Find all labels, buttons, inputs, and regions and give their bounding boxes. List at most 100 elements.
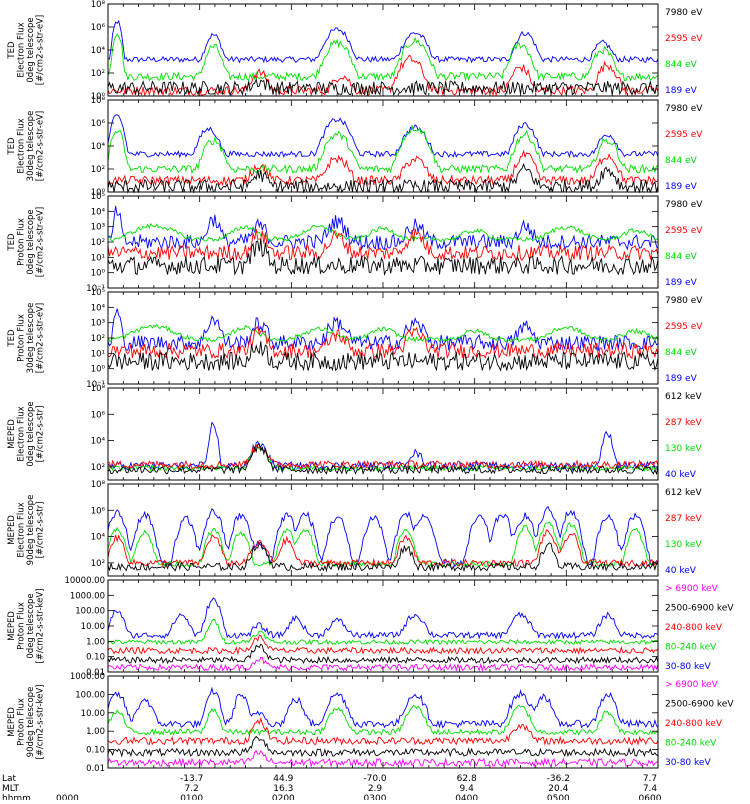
mlt-value: 20.4 xyxy=(548,784,568,794)
lat-value: 44.9 xyxy=(273,774,293,784)
y-tick-label: 10⁻¹ xyxy=(86,380,105,390)
legend-entry: 2500-6900 keV xyxy=(665,700,734,710)
legend-entry: 30-80 keV xyxy=(665,758,711,768)
y-tick-label: 10000.00 xyxy=(64,576,105,586)
legend-entry: 2500-6900 keV xyxy=(665,604,734,614)
legend-entry: 80-240 keV xyxy=(665,643,717,653)
panel-2-frame xyxy=(107,99,659,193)
panel-1-series-1 xyxy=(107,19,659,64)
legend-entry: 7980 eV xyxy=(665,104,703,114)
panel-4-ylabel-line-3: 30deg telescope xyxy=(26,303,36,374)
y-tick-label: 100.00 xyxy=(75,607,105,617)
lat-row-label: Lat xyxy=(2,774,17,784)
panel-6-ylabel-line-4: [#/cm2-s-str] xyxy=(36,502,46,559)
y-tick-label: 10⁶ xyxy=(91,506,106,516)
panel-7-series-3 xyxy=(107,634,659,656)
y-tick-label: 1.00 xyxy=(86,637,105,647)
panel-1-ylabel-line-4: [#/cm2-s-str-eV] xyxy=(36,15,46,85)
panel-4-ylabel-line-4: [#/cm2-s-str-eV] xyxy=(36,303,46,373)
y-tick-label: 0.01 xyxy=(86,764,105,774)
panel-3-series-2 xyxy=(107,222,659,243)
panel-4-series-2 xyxy=(107,323,659,343)
y-tick-label: 10² xyxy=(91,69,105,79)
hhmm-row-label: hhmm xyxy=(2,794,31,800)
time-tick-label: 0500 xyxy=(547,794,570,800)
panel-6-series-4 xyxy=(107,541,659,573)
panel-6-ylabel-line-3: 90deg telescope xyxy=(26,495,36,566)
panel-8-ylabel-line-1: MEPED xyxy=(7,707,17,737)
panel-3-ylabel-line-4: [#/cm2-s-str-eV] xyxy=(36,207,46,277)
legend-entry: 40 keV xyxy=(665,470,697,480)
panel-5-ylabel-line-2: Electron Flux xyxy=(17,406,27,461)
mlt-value: 9.4 xyxy=(460,784,475,794)
panel-3: 10⁻¹ 10⁰ 10¹ 10² 10³ 10⁴ 10⁵ TED Proton Flux 0deg… xyxy=(7,192,703,294)
panel-7-ylabel-line-2: Proton Flux xyxy=(17,602,27,650)
panel-7-series-1 xyxy=(107,597,659,640)
legend-entry: 612 keV xyxy=(665,392,702,402)
panel-1-ylabel-line-2: Electron Flux xyxy=(17,22,27,77)
y-tick-label: 10² xyxy=(91,165,105,175)
y-tick-label: 10⁰ xyxy=(91,269,106,279)
panel-3-series-3 xyxy=(107,228,659,262)
panel-3-ylabel-line-2: Proton Flux xyxy=(17,218,27,266)
panel-7-ylabel-line-4: [#/cm2-s-str-keV] xyxy=(36,589,46,664)
panel-5-ylabel-line-4: [#/cm2-s-str] xyxy=(36,406,46,463)
legend-entry: 189 eV xyxy=(665,182,698,192)
panel-5: 10² 10⁴ 10⁶ 10⁸ MEPED Electron Flux 0deg teles… xyxy=(7,384,702,481)
legend-entry: 844 eV xyxy=(665,60,698,70)
legend-entry: 287 keV xyxy=(665,514,702,524)
time-tick-label: 0200 xyxy=(272,794,295,800)
panel-7-ylabel-line-1: MEPED xyxy=(7,611,17,641)
time-tick-label: 0000 xyxy=(56,794,79,800)
legend-entry: 240-800 keV xyxy=(665,719,723,729)
legend-entry: 2595 eV xyxy=(665,226,703,236)
legend-entry: > 6900 keV xyxy=(665,584,719,594)
panel-6-ylabel-line-1: MEPED xyxy=(7,515,17,545)
panel-2-ylabel-line-2: Electron Flux xyxy=(17,118,27,173)
y-tick-label: 10⁸ xyxy=(91,0,106,10)
panel-6: 10² 10⁴ 10⁶ 10⁸ MEPED Electron Flux 90deg tele… xyxy=(7,480,702,577)
panel-8-ylabel-line-3: 90deg telescope xyxy=(26,687,36,758)
panel-1-ylabel-line-3: 0deg telescope xyxy=(26,17,36,82)
legend-entry: 130 keV xyxy=(665,540,702,550)
legend-entry: 30-80 keV xyxy=(665,662,711,672)
mlt-value: 2.9 xyxy=(368,784,383,794)
panel-1-series-2 xyxy=(107,33,659,82)
panel-3-series-1 xyxy=(107,205,659,252)
y-tick-label: 100.00 xyxy=(75,690,105,700)
y-tick-label: 10⁶ xyxy=(91,410,106,420)
panel-4-ylabel-line-2: Proton Flux xyxy=(17,314,27,362)
panel-8-series-1 xyxy=(107,686,659,729)
y-tick-label: 10.00 xyxy=(81,709,105,719)
y-tick-label: 10⁶ xyxy=(91,119,106,129)
panel-5-ylabel-line-1: MEPED xyxy=(7,419,17,449)
time-tick-label: 0300 xyxy=(364,794,387,800)
y-tick-label: 10² xyxy=(91,559,105,569)
legend-entry: 240-800 keV xyxy=(665,623,723,633)
legend-entry: 2595 eV xyxy=(665,34,703,44)
lat-value: 62.8 xyxy=(457,774,477,784)
y-tick-label: 1000.00 xyxy=(70,591,105,601)
legend-entry: 130 keV xyxy=(665,444,702,454)
panel-7-series-2 xyxy=(107,618,659,646)
y-tick-label: 10³ xyxy=(91,319,105,329)
panel-5-series-4 xyxy=(107,443,659,476)
y-tick-label: 1000.00 xyxy=(70,672,105,682)
panel-8-series-3 xyxy=(107,717,659,747)
panel-5-ylabel-line-3: 0deg telescope xyxy=(26,401,36,466)
panel-2-series-1 xyxy=(107,114,659,159)
legend-entry: 844 eV xyxy=(665,252,698,262)
y-tick-label: 10⁴ xyxy=(91,303,106,313)
legend-entry: 7980 eV xyxy=(665,296,703,306)
legend-entry: 2595 eV xyxy=(665,130,703,140)
y-tick-label: 10³ xyxy=(91,223,105,233)
legend-entry: 2595 eV xyxy=(665,322,703,332)
panel-5-series-2 xyxy=(107,445,659,472)
panel-3-ylabel-line-3: 0deg telescope xyxy=(26,209,36,274)
legend-entry: > 6900 keV xyxy=(665,680,719,690)
y-tick-label: 10⁴ xyxy=(91,207,106,217)
y-tick-label: 0.01 xyxy=(86,668,105,678)
lat-value: -13.7 xyxy=(180,774,203,784)
mlt-row-label: MLT xyxy=(2,784,20,794)
